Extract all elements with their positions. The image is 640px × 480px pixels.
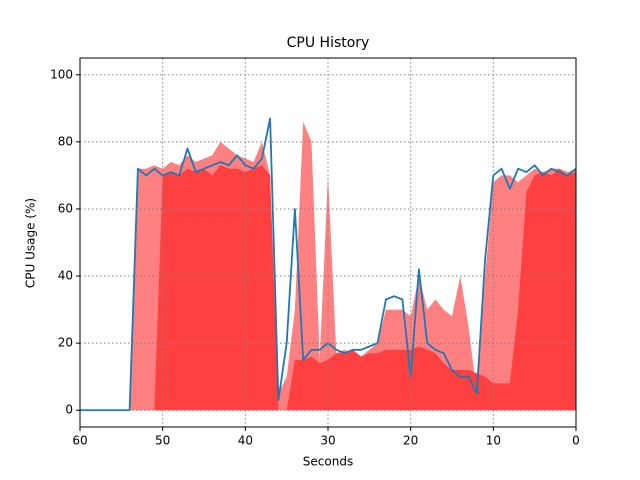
y-tick-label: 40 — [58, 269, 73, 283]
x-tick-label: 30 — [320, 434, 335, 448]
y-tick-label: 0 — [65, 403, 73, 417]
area — [80, 165, 576, 411]
x-tick-label: 10 — [486, 434, 501, 448]
y-tick-label: 60 — [58, 201, 73, 215]
x-tick-label: 50 — [155, 434, 170, 448]
chart-title: CPU History — [287, 35, 370, 51]
y-tick-label: 100 — [50, 67, 73, 81]
x-tick-label: 60 — [72, 434, 87, 448]
x-tick-label: 20 — [403, 434, 418, 448]
x-axis-label: Seconds — [303, 455, 353, 469]
y-tick-label: 80 — [58, 134, 73, 148]
x-tick-label: 40 — [238, 434, 253, 448]
y-axis-label: CPU Usage (%) — [24, 198, 38, 288]
x-tick-label: 0 — [572, 434, 580, 448]
plot-frame — [79, 57, 577, 428]
y-tick-label: 20 — [58, 336, 73, 350]
